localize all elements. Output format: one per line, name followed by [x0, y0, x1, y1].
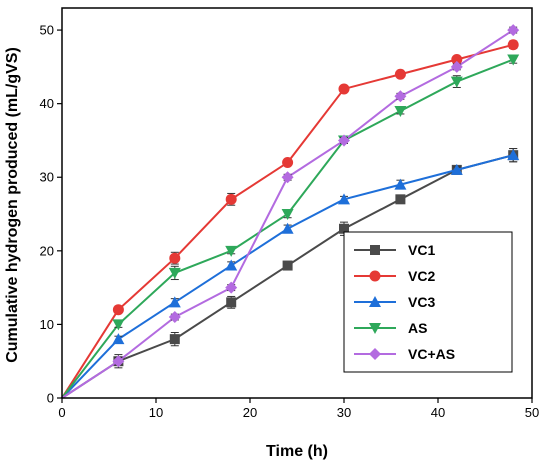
- data-point: [338, 83, 350, 95]
- legend-label: VC2: [408, 268, 435, 284]
- data-point: [282, 157, 294, 169]
- legend-marker: [369, 323, 381, 334]
- x-tick-label: 0: [58, 405, 65, 420]
- data-point: [112, 333, 125, 345]
- y-tick-label: 20: [40, 243, 54, 258]
- legend-marker: [369, 270, 381, 282]
- legend-item: AS: [354, 320, 427, 336]
- data-point: [225, 193, 237, 205]
- data-point: [450, 60, 463, 73]
- legend-marker: [369, 296, 381, 307]
- data-point: [169, 252, 181, 264]
- data-point: [226, 297, 237, 308]
- y-tick-label: 50: [40, 23, 54, 38]
- data-point: [282, 260, 293, 271]
- data-point: [450, 163, 463, 175]
- legend-item: VC2: [354, 268, 435, 284]
- series-layer: [61, 24, 520, 399]
- data-point: [112, 319, 125, 331]
- legend-label: AS: [408, 320, 427, 336]
- legend-label: VC3: [408, 294, 435, 310]
- data-point: [338, 193, 350, 205]
- data-point: [168, 296, 181, 308]
- ticks-layer: 0 10 20 30 40 50 0 10 20 30 40 50: [40, 23, 540, 420]
- x-tick-label: 20: [243, 405, 257, 420]
- y-tick-label: 30: [40, 170, 54, 185]
- data-point: [225, 245, 238, 257]
- plot-frame: [61, 7, 533, 399]
- data-point: [225, 259, 238, 271]
- data-point: [168, 267, 181, 279]
- data-point: [394, 178, 407, 190]
- legend: VC1 VC2 VC3 AS VC+AS: [343, 231, 513, 373]
- legend-label: VC+AS: [408, 346, 455, 362]
- data-point: [339, 223, 349, 234]
- series-vc3: [61, 148, 520, 399]
- legend-item: VC1: [354, 242, 435, 258]
- data-point: [225, 281, 238, 294]
- data-point: [451, 54, 463, 66]
- data-point: [394, 90, 407, 103]
- legend-label: VC1: [408, 242, 435, 258]
- data-point: [507, 149, 520, 161]
- data-point: [507, 24, 520, 37]
- x-tick-label: 50: [525, 405, 539, 420]
- x-tick-label: 30: [337, 405, 351, 420]
- y-tick-label: 0: [47, 391, 54, 406]
- data-point: [394, 68, 406, 80]
- series-vc2: [61, 39, 519, 399]
- legend-item: VC+AS: [354, 346, 455, 362]
- data-point: [281, 171, 294, 184]
- x-axis-title: Time (h): [266, 443, 328, 460]
- data-point: [169, 334, 180, 345]
- x-tick-label: 10: [149, 405, 163, 420]
- data-point: [507, 54, 520, 66]
- data-point: [112, 304, 124, 316]
- data-point: [281, 222, 294, 234]
- data-point: [338, 134, 350, 147]
- data-point: [168, 311, 181, 324]
- data-point: [394, 106, 407, 118]
- data-point: [281, 209, 294, 221]
- y-tick-label: 40: [40, 96, 54, 111]
- y-axis-title: Cumulative hydrogen produced (mL/gVS): [4, 47, 21, 363]
- legend-marker: [369, 348, 381, 360]
- x-tick-label: 40: [431, 405, 445, 420]
- data-point: [507, 39, 519, 51]
- data-point: [112, 355, 125, 368]
- data-point: [395, 194, 406, 205]
- series-vc-as: [61, 24, 520, 399]
- legend-item: VC3: [354, 294, 435, 310]
- legend-marker: [370, 245, 380, 255]
- y-tick-label: 10: [40, 317, 54, 332]
- data-point: [450, 76, 463, 88]
